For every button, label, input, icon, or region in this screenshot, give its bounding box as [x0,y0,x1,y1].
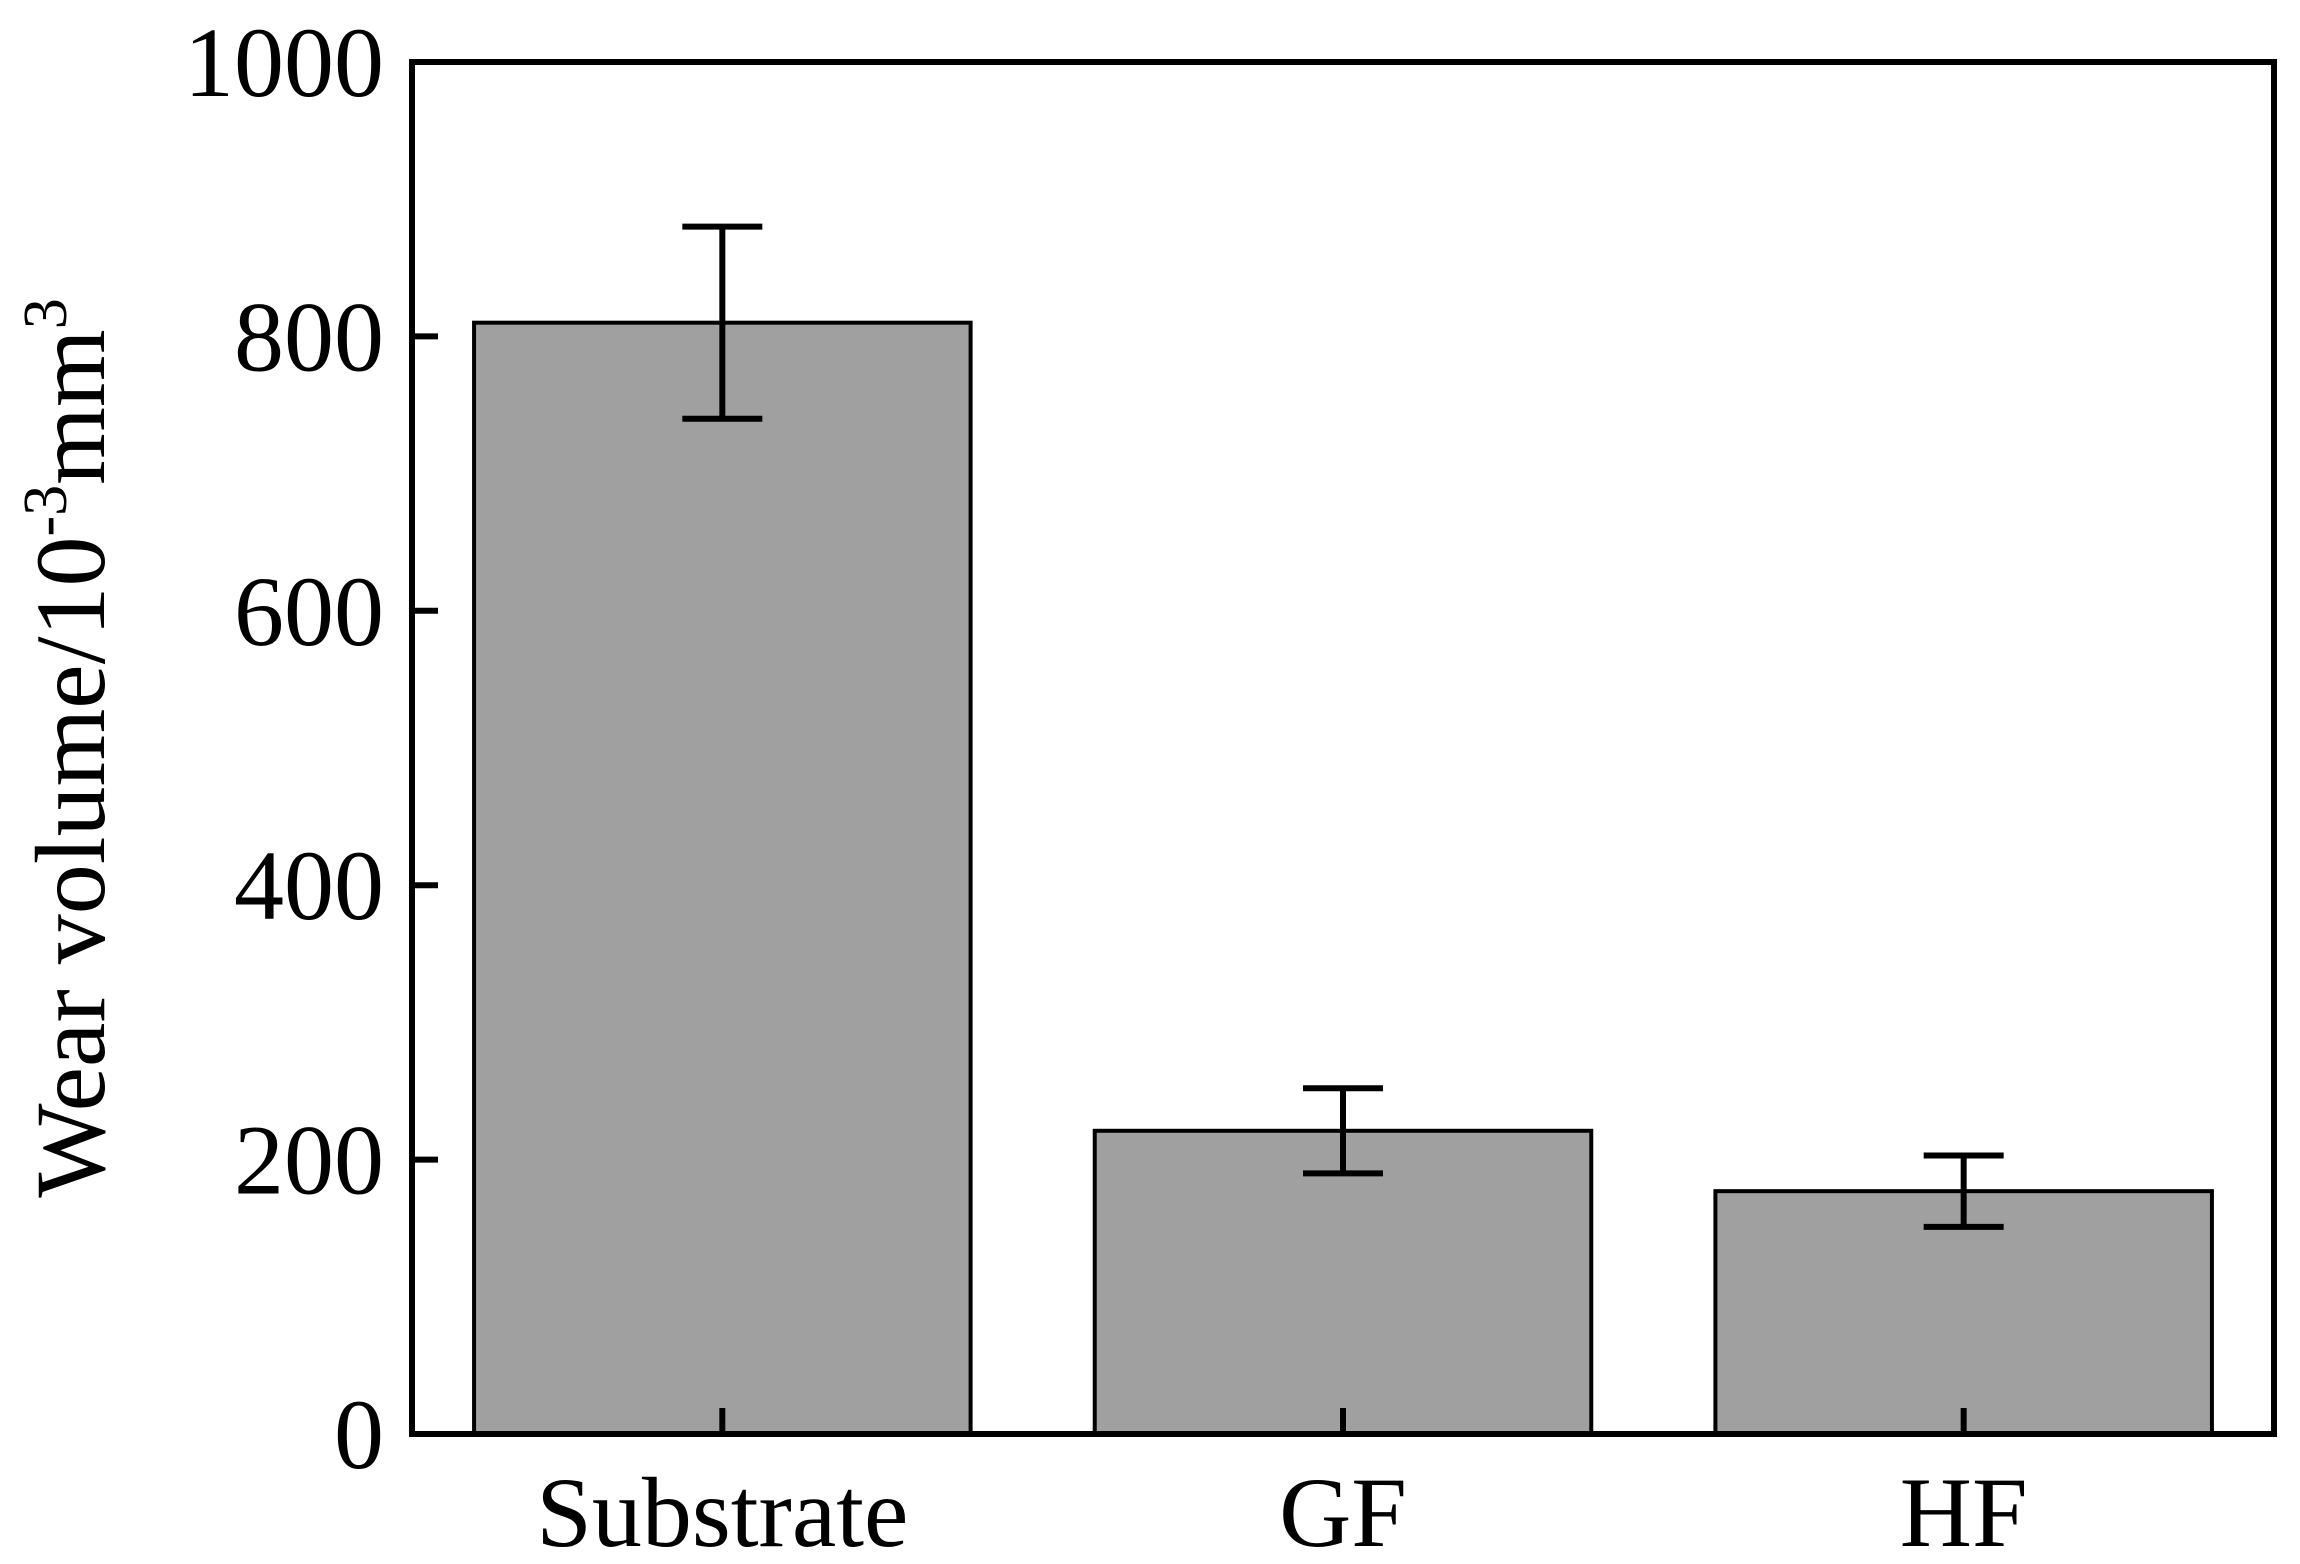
y-tick-label-1000: 1000 [184,7,384,118]
error-bars-layer [682,223,2004,1230]
y-axis-title-base: Wear volume/10 [15,537,126,1198]
y-axis-title-exponent: -3 [12,485,80,537]
y-ticks-layer: 0 200 400 600 800 1000 [184,7,438,1490]
y-tick-label-800: 800 [234,281,384,392]
bar-hf [1713,1189,2214,1436]
error-bar-gf [1303,1085,1383,1177]
error-bar-hf [1923,1152,2004,1230]
y-axis-title-unit-exponent: 3 [12,298,80,329]
y-axis-title: Wear volume/10-3mm3 [12,298,126,1197]
x-ticks-layer: Substrate GF HF [536,1408,2028,1564]
bar-substrate [472,320,973,1436]
x-tick-label-substrate: Substrate [536,1457,908,1564]
bar-gf [1092,1128,1594,1436]
y-tick-label-600: 600 [234,556,384,667]
y-tick-label-200: 200 [234,1105,384,1216]
y-axis-title-unit: mm [15,329,126,485]
error-bar-substrate [682,223,763,422]
bars-layer [472,320,2214,1436]
y-tick-label-400: 400 [234,830,384,941]
x-tick-label-gf: GF [1279,1457,1407,1564]
y-tick-label-0: 0 [334,1379,384,1490]
x-tick-label-hf: HF [1900,1457,2028,1564]
